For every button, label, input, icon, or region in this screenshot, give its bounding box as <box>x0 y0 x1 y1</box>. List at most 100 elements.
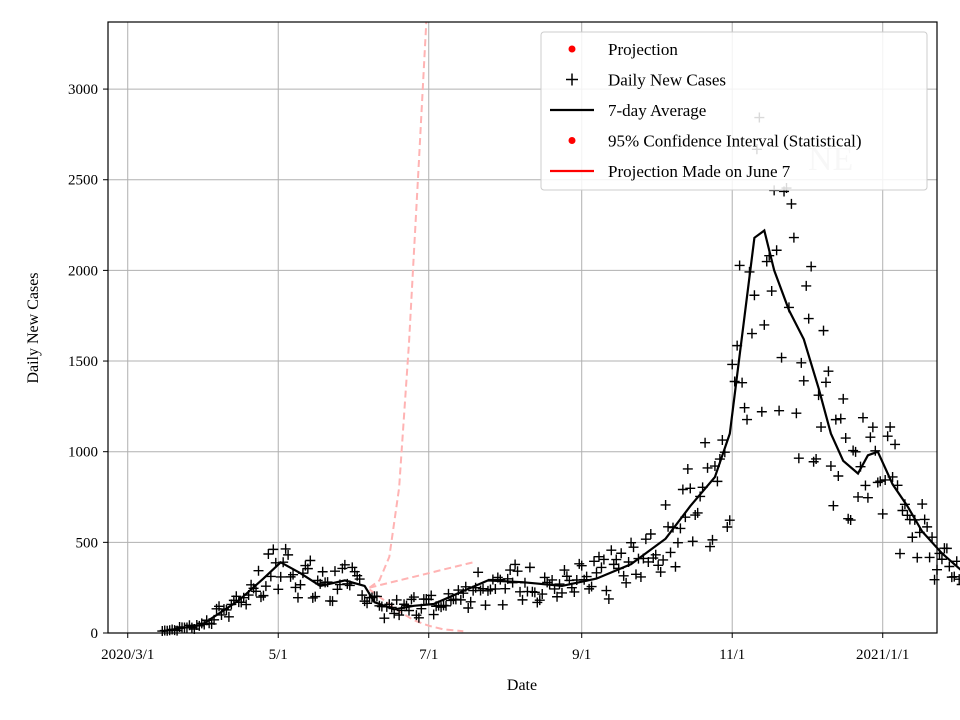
x-tick-label: 5/1 <box>269 647 288 663</box>
legend: Projection Daily New Cases 7-day Average 95… <box>540 31 928 191</box>
daily-case-marker <box>347 562 358 573</box>
daily-case-marker <box>305 555 316 566</box>
daily-case-marker <box>820 377 831 388</box>
daily-case-marker <box>569 586 580 597</box>
daily-case-marker <box>675 523 686 534</box>
daily-case-marker <box>465 596 476 607</box>
daily-case-marker <box>875 476 886 487</box>
daily-case-marker <box>722 522 733 532</box>
daily-case-marker <box>682 463 693 474</box>
daily-case-marker <box>833 471 844 482</box>
daily-case-marker <box>825 461 836 472</box>
daily-case-marker <box>626 537 637 548</box>
daily-case-marker <box>339 559 350 570</box>
legend-label: Projection Made on June 7 <box>608 162 791 181</box>
daily-case-marker <box>512 566 523 577</box>
daily-case-marker <box>596 562 607 573</box>
y-axis-title: Daily New Cases <box>25 272 42 383</box>
daily-case-marker <box>880 474 891 485</box>
daily-case-marker <box>877 508 888 519</box>
daily-case-marker <box>322 577 333 588</box>
legend-dot-icon <box>568 137 576 144</box>
daily-case-marker <box>463 602 474 613</box>
daily-case-marker <box>798 375 809 386</box>
daily-case-marker <box>500 583 511 594</box>
y-tick-label: 2500 <box>68 173 98 189</box>
daily-case-marker <box>949 571 960 582</box>
x-tick-label: 7/1 <box>419 647 438 663</box>
daily-case-marker <box>870 445 881 456</box>
daily-case-marker <box>332 584 343 595</box>
legend-entry: 95% Confidence Interval (Statistical) <box>568 132 862 151</box>
legend-entry: Daily New Cases <box>566 71 726 90</box>
daily-case-marker <box>843 513 854 524</box>
daily-case-marker <box>890 439 901 450</box>
daily-case-marker <box>663 521 674 532</box>
daily-case-marker <box>283 549 294 560</box>
daily-case-marker <box>922 521 933 532</box>
seven-day-average-line <box>162 228 960 633</box>
daily-case-marker <box>241 599 252 610</box>
daily-case-marker <box>788 232 799 243</box>
daily-case-marker <box>628 542 639 553</box>
daily-case-marker <box>428 609 439 620</box>
daily-case-marker <box>907 532 918 543</box>
daily-case-marker <box>206 618 217 629</box>
daily-case-marker <box>801 280 812 291</box>
daily-case-marker <box>897 505 908 516</box>
daily-case-marker <box>317 566 328 577</box>
y-axis: 0 500 1000 1500 2000 2500 3000 <box>68 82 108 642</box>
legend-entry: Projection <box>568 40 678 59</box>
daily-case-marker <box>273 584 284 595</box>
daily-case-marker <box>700 437 711 448</box>
daily-case-marker <box>645 529 656 540</box>
daily-case-marker <box>687 536 698 547</box>
legend-box <box>540 31 928 191</box>
daily-case-marker <box>756 406 767 417</box>
daily-case-marker <box>811 453 822 464</box>
daily-case-marker <box>724 515 735 526</box>
daily-case-marker <box>840 433 851 444</box>
daily-case-marker <box>705 541 716 552</box>
daily-case-marker <box>954 574 960 585</box>
daily-case-marker <box>310 591 321 602</box>
daily-case-marker <box>828 500 839 511</box>
legend-dot-icon <box>568 45 576 53</box>
daily-case-marker <box>263 548 274 559</box>
daily-case-marker <box>867 422 878 433</box>
daily-case-marker <box>630 569 641 580</box>
daily-case-marker <box>275 571 286 582</box>
daily-case-marker <box>739 402 750 413</box>
daily-case-marker <box>589 556 600 567</box>
daily-case-marker <box>436 602 447 613</box>
daily-case-marker <box>796 357 807 368</box>
daily-case-marker <box>707 534 718 545</box>
daily-case-marker <box>761 256 772 267</box>
daily-case-marker <box>771 245 782 256</box>
daily-case-marker <box>650 549 661 560</box>
daily-case-marker <box>865 432 876 443</box>
daily-case-marker <box>616 548 627 559</box>
daily-case-marker <box>823 366 834 377</box>
daily-case-marker <box>902 510 913 521</box>
daily-case-marker <box>559 565 570 576</box>
daily-case-marker <box>253 565 264 576</box>
daily-case-marker <box>473 567 484 578</box>
daily-case-marker <box>413 612 424 623</box>
legend-label: 95% Confidence Interval (Statistical) <box>608 132 862 151</box>
daily-case-marker <box>786 198 797 209</box>
daily-case-marker <box>618 570 629 581</box>
daily-case-marker <box>872 477 883 488</box>
daily-case-marker <box>791 408 802 419</box>
daily-case-marker <box>547 574 558 585</box>
daily-case-marker <box>354 574 365 585</box>
june7-projection-center <box>369 561 474 589</box>
daily-case-marker <box>223 611 234 622</box>
daily-case-marker <box>690 510 701 521</box>
daily-case-marker <box>838 393 849 404</box>
daily-case-marker <box>295 579 306 590</box>
daily-case-marker <box>505 565 516 576</box>
daily-case-marker <box>746 328 757 339</box>
daily-case-marker <box>912 552 923 563</box>
x-tick-label: 2021/1/1 <box>856 647 909 663</box>
